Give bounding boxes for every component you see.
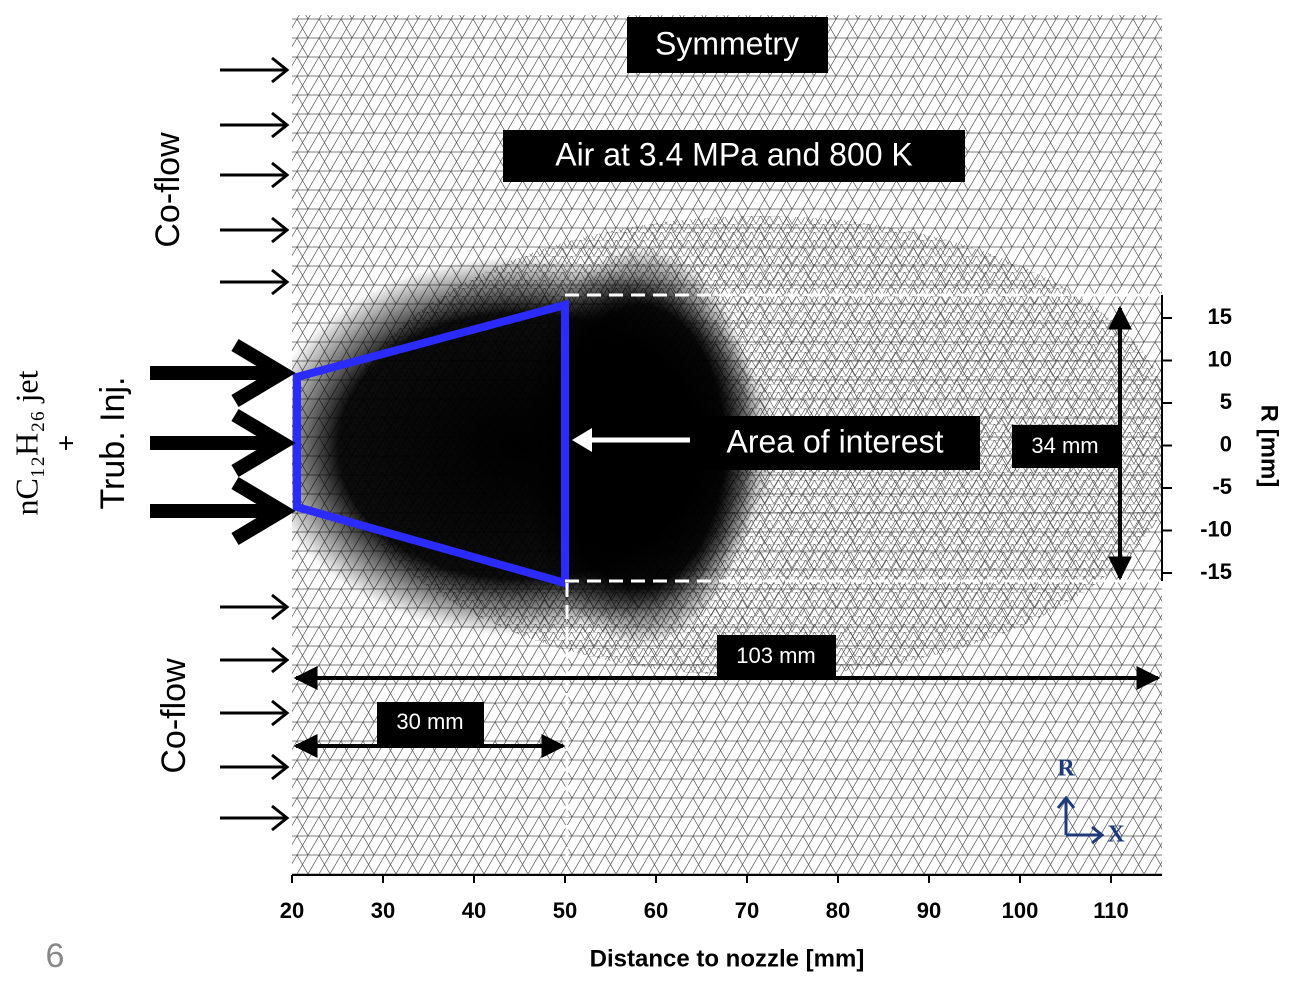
x-tick-label: 50 (553, 898, 577, 923)
x-tick-label: 100 (1002, 898, 1039, 923)
r-tick-label: 10 (1208, 346, 1232, 371)
r-tick-label: -10 (1200, 516, 1232, 541)
dim-label: 30 mm (396, 709, 463, 734)
x-tick-label: 70 (735, 898, 759, 923)
jet-label: + (50, 435, 81, 451)
jet-label: Trub. Inj. (94, 377, 132, 510)
symmetry-label: Symmetry (655, 25, 799, 61)
x-axis-title: Distance to nozzle [mm] (590, 945, 865, 972)
x-tick-label: 110 (1093, 898, 1129, 923)
figure: Symmetry Air at 3.4 MPa and 800 K Area o… (0, 0, 1293, 980)
x-tick-label: 90 (917, 898, 941, 923)
page-number: 6 (46, 937, 65, 975)
r-axis-title: R [mm] (1256, 405, 1283, 488)
x-tick-label: 30 (371, 898, 395, 923)
x-tick-label: 20 (280, 898, 304, 923)
dim-label: 103 mm (736, 643, 815, 668)
jet-label: nC₁₂H₂₆ jet (8, 370, 44, 515)
axis-r-label: R (1057, 756, 1075, 782)
area-label: Area of interest (727, 423, 944, 459)
r-tick-label: -5 (1212, 474, 1232, 499)
coflow-label: Co-flow (149, 132, 187, 248)
dim-label: 34 mm (1031, 433, 1098, 458)
r-tick-label: -15 (1200, 559, 1232, 584)
x-tick-label: 80 (826, 898, 850, 923)
r-tick-label: 0 (1220, 431, 1232, 456)
x-tick-label: 60 (644, 898, 668, 923)
coflow-label: Co-flow (155, 658, 193, 774)
x-tick-label: 40 (462, 898, 486, 923)
r-tick-label: 15 (1208, 304, 1232, 329)
r-tick-label: 5 (1220, 389, 1232, 414)
ambient-label: Air at 3.4 MPa and 800 K (555, 136, 913, 172)
jet-arrows (150, 345, 282, 539)
axis-x-label: X (1107, 822, 1125, 848)
